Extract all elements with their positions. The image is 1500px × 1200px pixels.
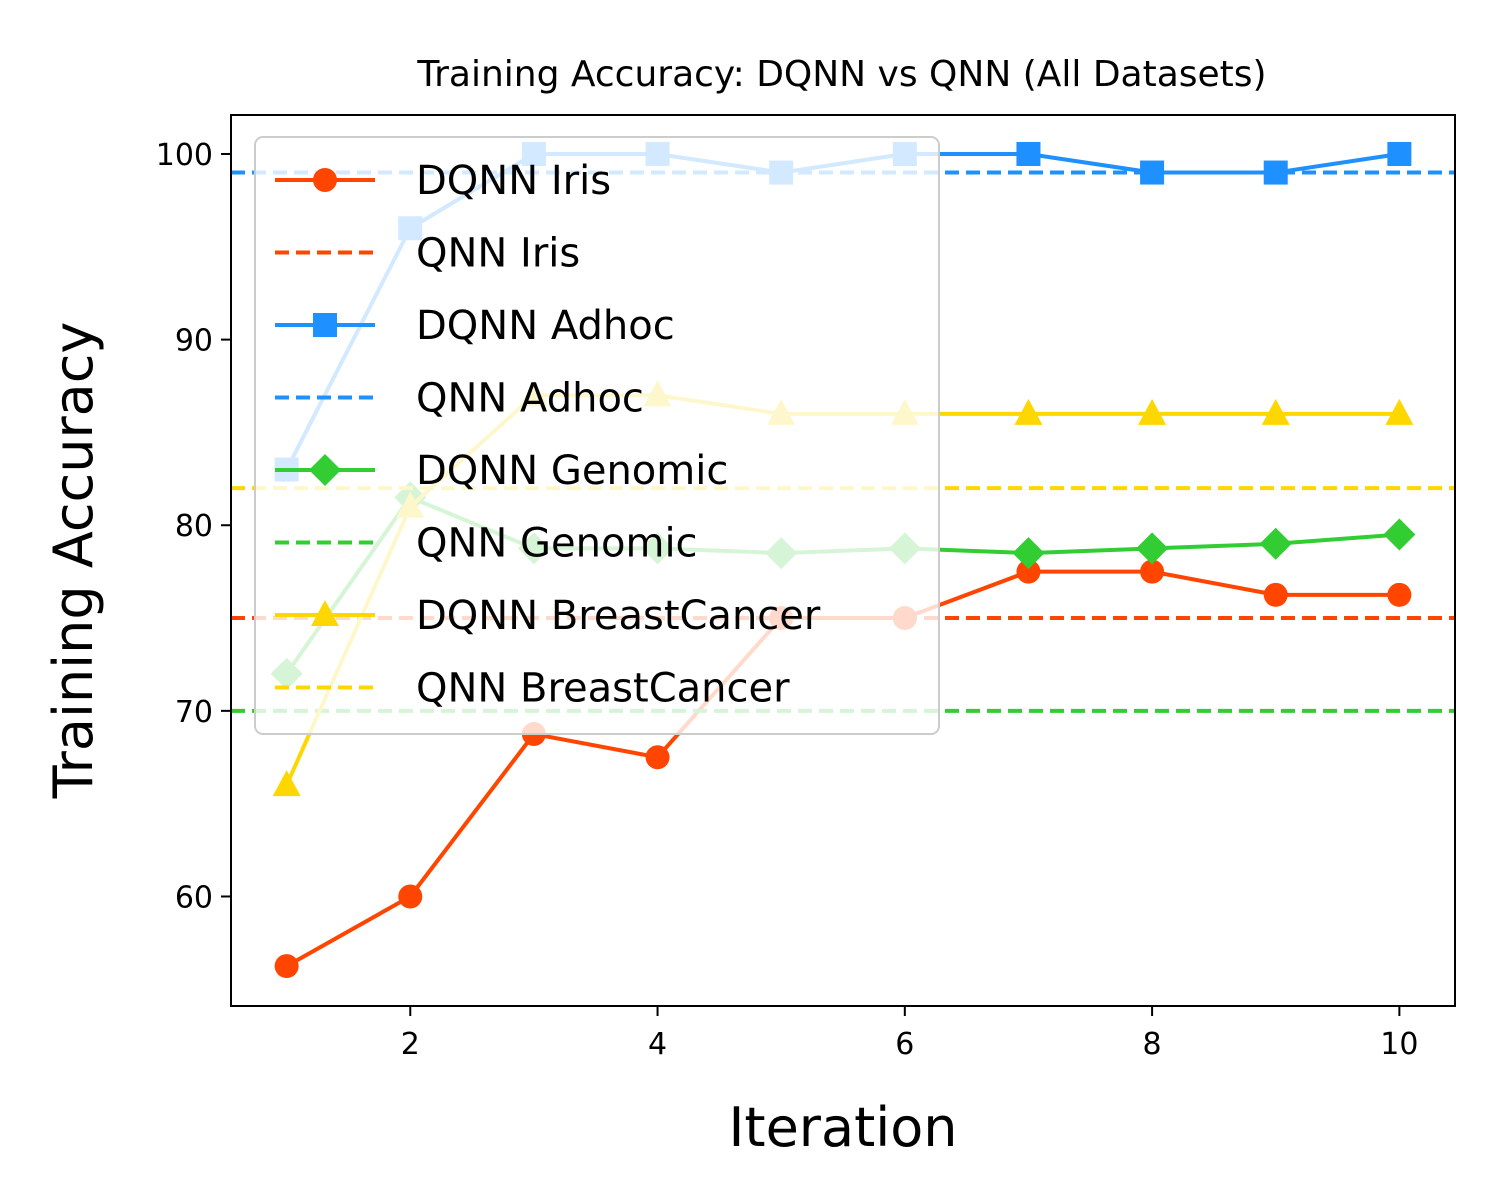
dqnn-genomic-point bbox=[1012, 537, 1045, 570]
legend-label: DQNN Genomic bbox=[416, 448, 728, 494]
legend-item-qnn-adhoc: QNN Adhoc bbox=[275, 376, 644, 422]
legend-item-dqnn-breastcancer: DQNN BreastCancer bbox=[275, 593, 821, 639]
dqnn-iris-point bbox=[1263, 582, 1288, 607]
legend-item-qnn-iris: QNN Iris bbox=[275, 231, 580, 277]
y-tick-label: 80 bbox=[175, 509, 213, 544]
dqnn-breastcancer-point bbox=[1261, 398, 1290, 425]
legend-marker bbox=[313, 168, 337, 192]
legend-label: DQNN Adhoc bbox=[416, 303, 675, 349]
dqnn-adhoc-point bbox=[1016, 141, 1041, 166]
dqnn-iris-point bbox=[1387, 582, 1412, 607]
dqnn-iris-point bbox=[398, 884, 423, 909]
dqnn-breastcancer-point bbox=[1138, 398, 1167, 425]
x-tick-label: 10 bbox=[1380, 1027, 1418, 1062]
legend-marker bbox=[313, 313, 337, 337]
dqnn-iris-point bbox=[274, 954, 299, 979]
dqnn-genomic-point bbox=[1136, 532, 1169, 565]
dqnn-iris-point bbox=[1140, 559, 1165, 584]
dqnn-breastcancer-point bbox=[1385, 398, 1414, 425]
legend-item-qnn-genomic: QNN Genomic bbox=[275, 521, 698, 567]
legend-label: QNN Iris bbox=[416, 231, 580, 277]
x-tick-label: 6 bbox=[895, 1027, 914, 1062]
y-tick-label: 70 bbox=[175, 695, 213, 730]
axis-ticks: 2 4 6 8 10 60 70 80 90 100 bbox=[156, 138, 1419, 1062]
plot-frame bbox=[230, 114, 1456, 1007]
legend-marker bbox=[309, 454, 341, 486]
legend-label: DQNN BreastCancer bbox=[416, 593, 821, 639]
dqnn-iris-point bbox=[1016, 559, 1041, 584]
legend-item-dqnn-genomic: DQNN Genomic bbox=[275, 448, 728, 494]
dqnn-breastcancer-point bbox=[272, 770, 301, 797]
dqnn-adhoc-point bbox=[1387, 141, 1412, 166]
x-tick-label: 8 bbox=[1143, 1027, 1162, 1062]
dqnn-genomic-point bbox=[1383, 518, 1416, 551]
dqnn-breastcancer-point bbox=[1014, 398, 1043, 425]
y-axis-label: Training Accuracy bbox=[42, 322, 105, 800]
legend-label: QNN Genomic bbox=[416, 521, 698, 567]
x-tick-label: 2 bbox=[401, 1027, 420, 1062]
legend-label: QNN Adhoc bbox=[416, 376, 644, 422]
legend-marker bbox=[311, 600, 339, 626]
legend-label: QNN BreastCancer bbox=[416, 666, 790, 712]
y-tick-label: 60 bbox=[175, 880, 213, 915]
legend-item-dqnn-adhoc: DQNN Adhoc bbox=[275, 303, 675, 349]
dqnn-iris-point bbox=[645, 745, 670, 770]
legend-item-qnn-breastcancer: QNN BreastCancer bbox=[275, 666, 790, 712]
legend: DQNN Iris QNN Iris DQNN Adhoc QNN Adhoc DQNN… bbox=[254, 136, 940, 735]
x-tick-label: 4 bbox=[648, 1027, 667, 1062]
dqnn-genomic-point bbox=[1259, 527, 1292, 560]
legend-box bbox=[254, 136, 940, 735]
y-tick-label: 90 bbox=[175, 324, 213, 359]
legend-label: DQNN Iris bbox=[416, 158, 611, 204]
legend-item-dqnn-iris: DQNN Iris bbox=[275, 158, 611, 204]
y-tick-label: 100 bbox=[156, 138, 213, 173]
x-axis-label: Iteration bbox=[728, 1096, 957, 1159]
chart-title: Training Accuracy: DQNN vs QNN (All Data… bbox=[416, 54, 1266, 95]
